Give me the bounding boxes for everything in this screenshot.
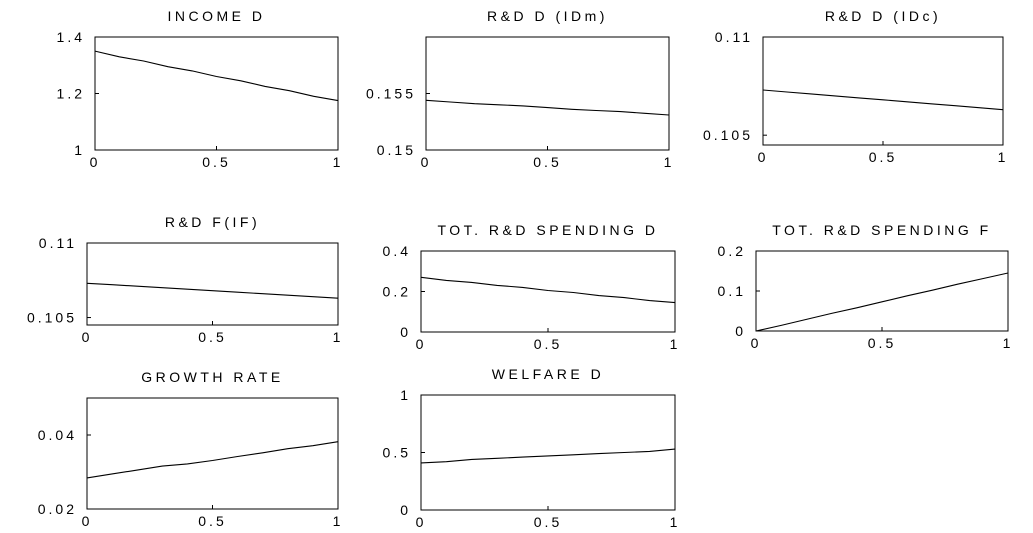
axes-frame bbox=[755, 250, 1009, 332]
y-tick-label: 0 bbox=[400, 324, 411, 340]
x-tick-label: 0 bbox=[416, 514, 427, 530]
series-line bbox=[94, 50, 339, 102]
y-tick-label: 0.04 bbox=[38, 427, 77, 443]
y-tick-label: 1 bbox=[74, 142, 85, 158]
axes-frame bbox=[420, 250, 676, 333]
series-line bbox=[755, 272, 1009, 332]
y-tick-label: 0 bbox=[735, 323, 746, 339]
x-tick-label: 0 bbox=[416, 336, 427, 352]
x-tick-label: 1 bbox=[670, 514, 681, 530]
y-tick-label: 0 bbox=[400, 502, 411, 518]
y-tick-label: 1.4 bbox=[57, 29, 85, 45]
x-tick-label: 0.5 bbox=[198, 329, 226, 345]
x-tick-label: 0 bbox=[82, 513, 93, 529]
series-line bbox=[86, 441, 339, 479]
x-tick-label: 0.5 bbox=[198, 513, 226, 529]
chart-title: R&D D (IDc) bbox=[825, 8, 941, 24]
x-tick-label: 0 bbox=[758, 149, 769, 165]
x-tick-label: 0 bbox=[421, 154, 432, 170]
x-tick-label: 0 bbox=[751, 335, 762, 351]
series-line bbox=[420, 448, 676, 464]
chart-rd-d-idc: R&D D (IDc) 0 0.5 1 0.105 0.11 bbox=[703, 8, 1009, 165]
y-tick-label: 0.2 bbox=[718, 243, 746, 259]
x-tick-label: 0.5 bbox=[869, 149, 897, 165]
x-tick-label: 0.5 bbox=[534, 336, 562, 352]
series-line bbox=[425, 99, 670, 116]
chart-title: INCOME D bbox=[168, 8, 266, 24]
series-line bbox=[86, 282, 339, 299]
axes-frame bbox=[86, 242, 339, 326]
y-tick-label: 0.5 bbox=[383, 445, 411, 461]
y-tick-label: 0.11 bbox=[39, 235, 77, 251]
y-tick-label: 0.105 bbox=[703, 127, 753, 143]
x-tick-label: 1 bbox=[664, 154, 675, 170]
y-tick-label: 0.2 bbox=[383, 284, 411, 300]
y-tick-label: 1 bbox=[400, 387, 411, 403]
y-tick-label: 1.2 bbox=[57, 86, 85, 102]
chart-title: TOT. R&D SPENDING F bbox=[772, 222, 991, 238]
chart-growth-rate: GROWTH RATE 0 0.5 1 0.02 0.04 bbox=[38, 369, 344, 529]
x-tick-label: 0.5 bbox=[202, 154, 230, 170]
y-tick-label: 0.11 bbox=[715, 29, 753, 45]
chart-title: TOT. R&D SPENDING D bbox=[437, 222, 658, 238]
axes-frame bbox=[425, 36, 670, 151]
series-line bbox=[420, 276, 676, 304]
chart-title: GROWTH RATE bbox=[141, 369, 283, 385]
x-tick-label: 0.5 bbox=[533, 154, 561, 170]
x-tick-label: 0.5 bbox=[868, 335, 896, 351]
chart-welfare-d: WELFARE D 0 0.5 1 0 0.5 1 bbox=[383, 366, 681, 530]
y-tick-label: 0.105 bbox=[27, 310, 77, 326]
y-tick-label: 0.155 bbox=[366, 86, 416, 102]
x-tick-label: 1 bbox=[1003, 335, 1014, 351]
chart-income-d: INCOME D 0 0.5 1 1 1.2 1.4 bbox=[57, 8, 344, 170]
chart-tot-rd-spending-f: TOT. R&D SPENDING F 0 0.5 1 0 0.1 0.2 bbox=[718, 222, 1014, 351]
chart-title: WELFARE D bbox=[492, 366, 604, 382]
chart-title: R&D F(IF) bbox=[165, 214, 260, 230]
chart-rd-f-if: R&D F(IF) 0 0.5 1 0.105 0.11 bbox=[27, 214, 344, 345]
y-tick-label: 0.1 bbox=[718, 283, 746, 299]
y-tick-label: 0.15 bbox=[377, 142, 416, 158]
series-line bbox=[762, 89, 1004, 111]
chart-tot-rd-spending-d: TOT. R&D SPENDING D 0 0.5 1 0 0.2 0.4 bbox=[383, 222, 681, 352]
x-tick-label: 0 bbox=[90, 154, 101, 170]
x-tick-label: 0 bbox=[82, 329, 93, 345]
chart-title: R&D D (IDm) bbox=[487, 8, 608, 24]
x-tick-label: 1 bbox=[333, 154, 344, 170]
x-tick-label: 1 bbox=[998, 149, 1009, 165]
y-tick-label: 0.02 bbox=[38, 501, 77, 517]
axes-frame bbox=[762, 36, 1004, 146]
x-tick-label: 0.5 bbox=[534, 514, 562, 530]
chart-rd-d-idm: R&D D (IDm) 0 0.5 1 0.15 0.155 bbox=[366, 8, 675, 170]
y-tick-label: 0.4 bbox=[383, 243, 411, 259]
axes-frame bbox=[86, 397, 339, 510]
x-tick-label: 1 bbox=[333, 329, 344, 345]
x-tick-label: 1 bbox=[670, 336, 681, 352]
x-tick-label: 1 bbox=[333, 513, 344, 529]
